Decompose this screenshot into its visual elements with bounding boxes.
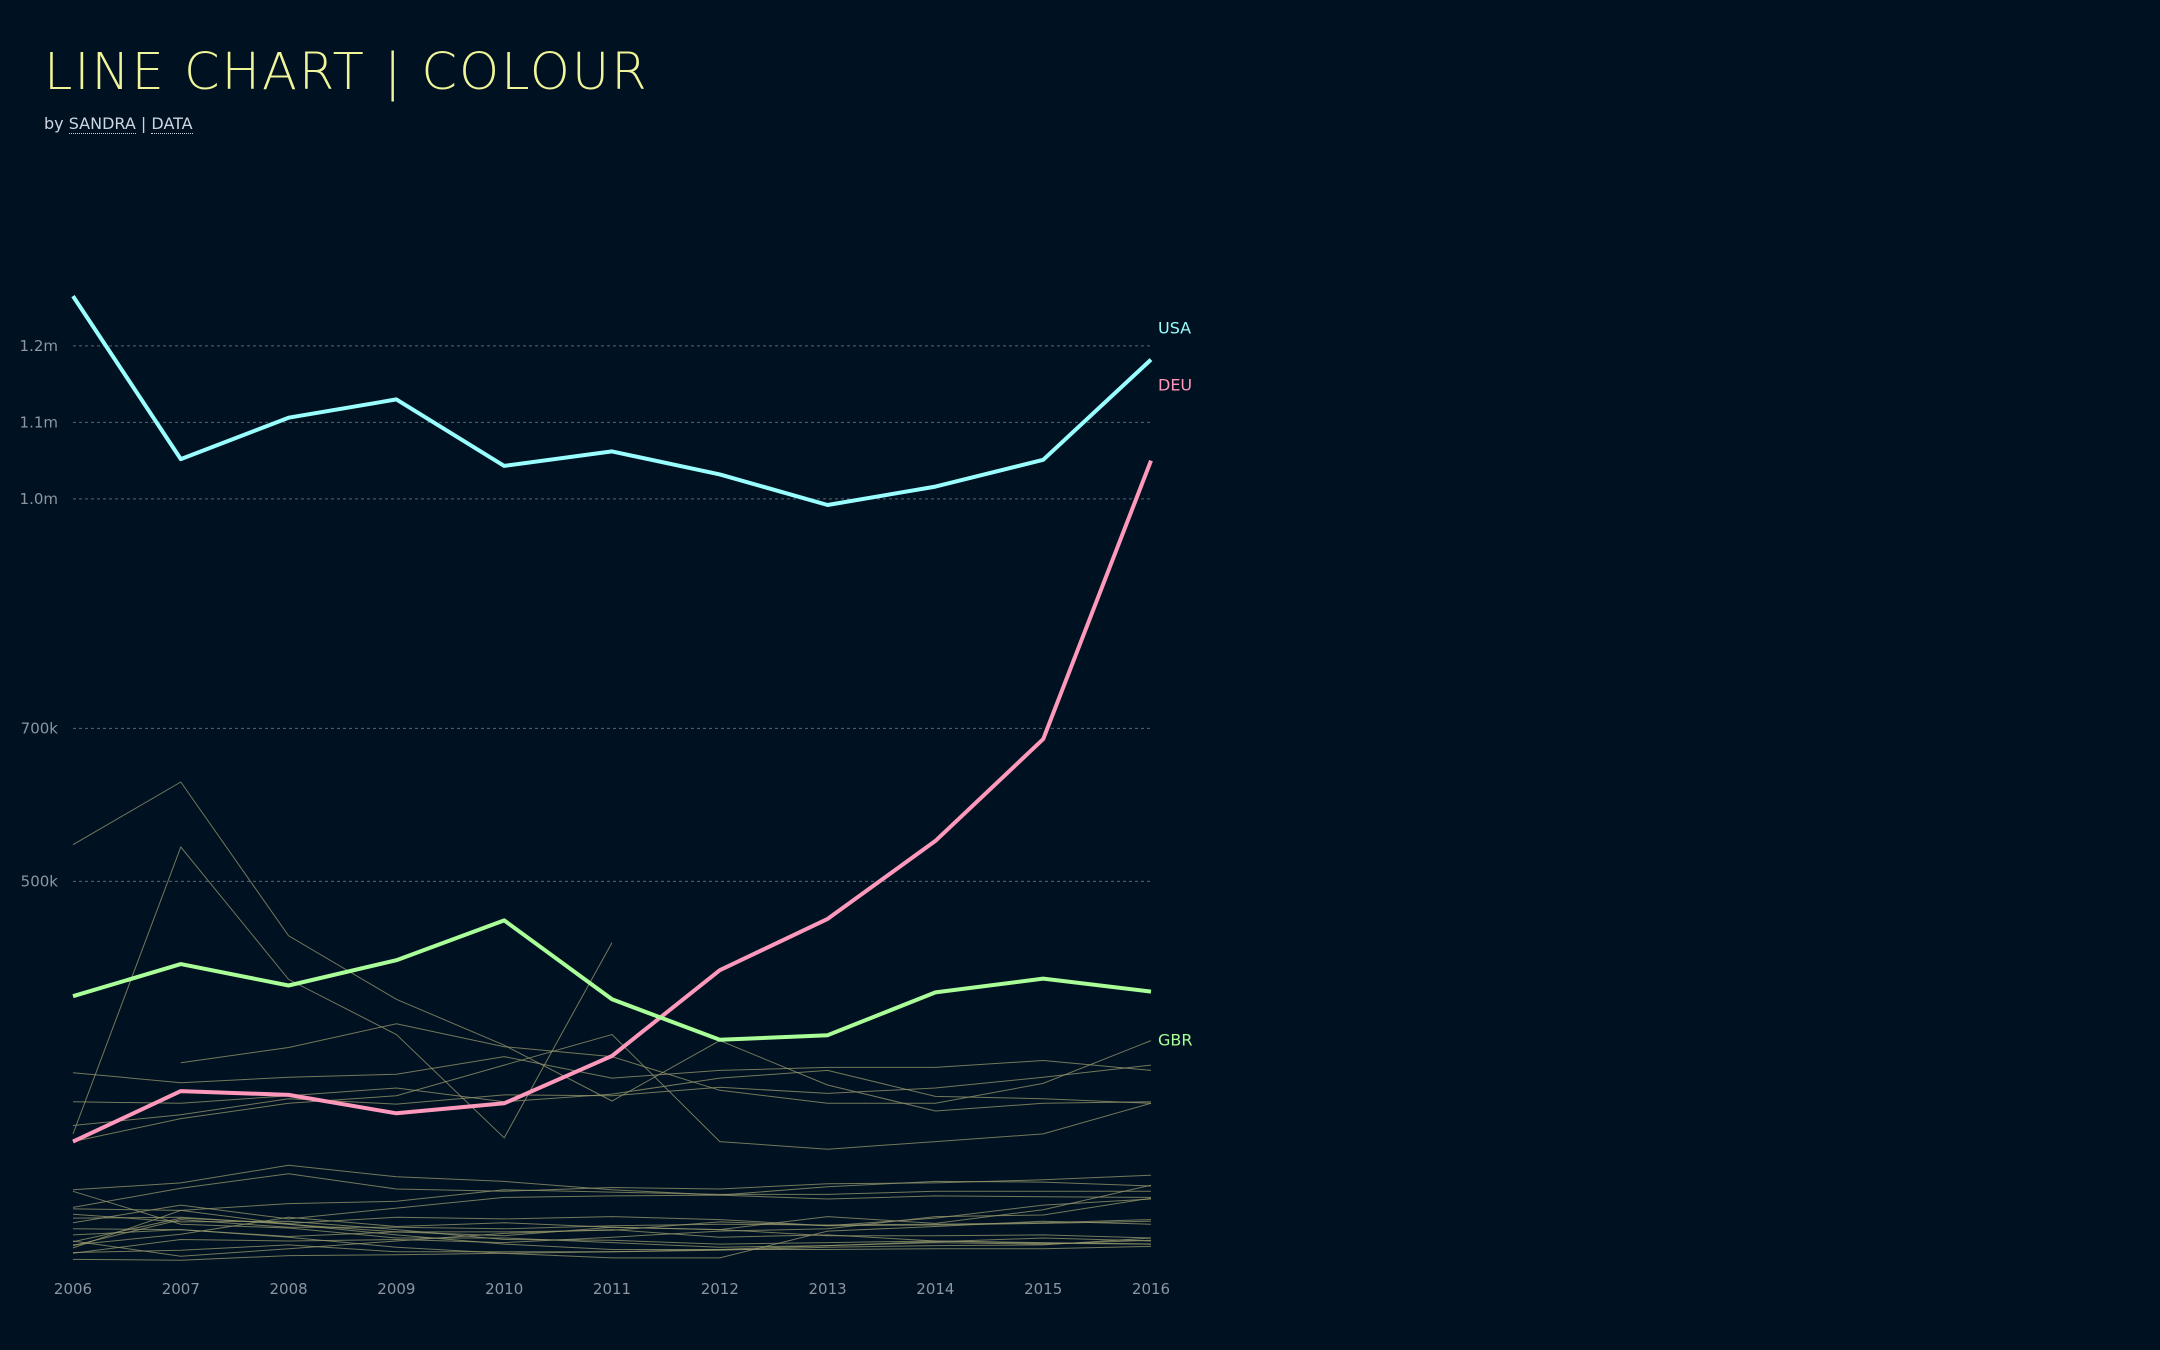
context-series-line [72,1226,1152,1239]
x-tick-label: 2007 [162,1280,200,1298]
context-series-line [72,1164,1152,1200]
x-tick-label: 2006 [54,1280,92,1298]
context-series-line [72,846,613,1139]
series-label-gbr: GBR [1158,1031,1193,1050]
series-line-usa [71,294,1153,507]
byline-separator: | [140,114,147,133]
byline: by SANDRA | DATA [44,114,649,134]
context-series-line [72,1244,1152,1253]
y-tick-label: 1.1m [20,413,58,431]
context-series-line [72,1056,1152,1084]
author-link[interactable]: SANDRA [68,114,136,134]
y-tick-label: 500k [21,872,59,890]
x-tick-label: 2013 [809,1280,847,1298]
context-series-line [72,1219,1152,1247]
context-series-line [72,1229,1152,1257]
series-line-deu [72,459,1153,1144]
context-series-line [72,1033,1152,1150]
context-series-line [72,1190,1152,1248]
context-series-line [72,1198,1152,1243]
y-tick-label: 1.0m [20,490,58,508]
context-series-line [72,781,1152,1112]
x-tick-label: 2012 [701,1280,739,1298]
chart-title: LINE CHART | COLOUR [44,43,649,102]
context-series-line [72,1069,1152,1104]
chart-header: LINE CHART | COLOUR by SANDRA | DATA [44,40,649,134]
x-tick-label: 2014 [916,1280,954,1298]
context-series-line [72,1180,1152,1224]
series-label-usa: USA [1158,319,1191,338]
byline-prefix: by [44,114,64,133]
x-tick-label: 2009 [377,1280,415,1298]
data-link[interactable]: DATA [151,114,193,134]
y-tick-label: 700k [21,719,59,737]
series-line-gbr [72,918,1152,1042]
context-series-line [72,1197,1152,1254]
context-series-line [72,1189,1151,1211]
x-tick-label: 2008 [270,1280,308,1298]
series-label-deu: DEU [1158,376,1192,395]
x-tick-label: 2011 [593,1280,631,1298]
y-tick-label: 1.2m [20,337,58,355]
context-series-line [72,1184,1152,1246]
context-series-line [180,1023,1152,1104]
context-series-line [72,1064,1152,1126]
x-tick-label: 2010 [485,1280,523,1298]
context-series-line [72,1173,1152,1208]
x-tick-label: 2015 [1024,1280,1062,1298]
x-tick-label: 2016 [1132,1280,1170,1298]
